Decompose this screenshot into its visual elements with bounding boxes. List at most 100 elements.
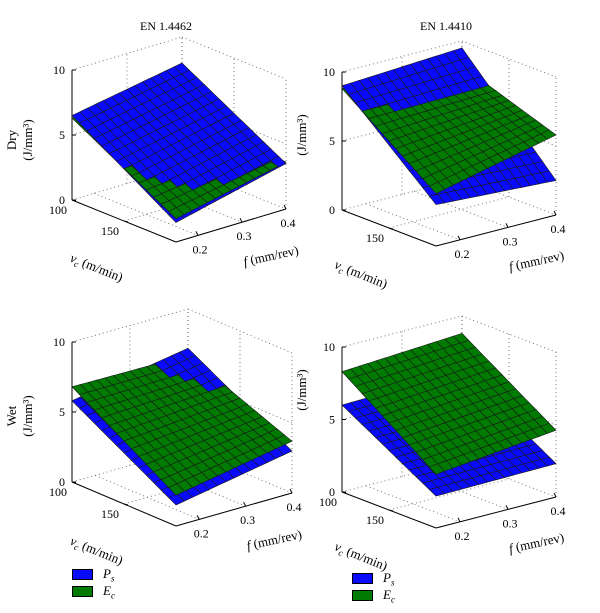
y-tick-label: 0.4 <box>281 216 296 230</box>
legend-label-ec: Ec <box>103 582 115 601</box>
y-axis <box>435 214 557 247</box>
x-tick <box>388 509 394 512</box>
legend-label-ec: Ec <box>383 586 395 605</box>
legend-swatch-ps <box>352 573 373 584</box>
y-tick-label: 0.3 <box>503 234 518 248</box>
y-axis <box>435 496 557 529</box>
surface-patch-ec <box>168 207 185 219</box>
y-tick <box>243 501 247 507</box>
grid-line <box>365 485 461 523</box>
x-tick <box>123 220 129 223</box>
z-tick-label: 5 <box>329 413 335 427</box>
y-axis <box>175 208 287 243</box>
x-tick-label: 150 <box>366 513 384 527</box>
x-tick <box>341 491 347 494</box>
chart-title: EN 1.4410 <box>420 19 472 33</box>
grid-line <box>71 36 183 71</box>
y-tick-label: 0.2 <box>455 529 470 543</box>
panel-3: 0 5 10 100 150 0.2 0.3 0.4 vc (m/min) f (mm/rev) W… <box>4 308 303 570</box>
legend-swatch-ec <box>72 586 93 597</box>
y-tick <box>505 505 509 510</box>
surface-patch-ps <box>428 486 446 497</box>
y-tick <box>457 235 461 241</box>
legend-swatch-ec <box>352 590 373 601</box>
z-axis-label: Dry(J/mm³) <box>4 119 35 160</box>
grid-line <box>341 315 463 348</box>
x-tick-label: 100 <box>49 485 67 499</box>
grid-line <box>388 478 510 511</box>
z-tick-label: 0 <box>329 485 335 499</box>
legend-right: Ps Ec <box>352 570 395 604</box>
x-tick <box>388 227 394 230</box>
legend-item-ec: Ec <box>352 587 395 604</box>
y-axis-label: f (mm/rev) <box>508 248 566 274</box>
grid-line <box>71 308 189 343</box>
x-tick <box>71 199 77 202</box>
z-tick-label: 0 <box>59 475 65 489</box>
y-tick <box>195 231 199 236</box>
z-tick-label: 10 <box>323 340 335 354</box>
x-tick-label: 100 <box>49 203 67 217</box>
grid-line <box>93 193 199 236</box>
y-tick-label: 0.4 <box>551 222 566 236</box>
grid-line <box>461 315 557 353</box>
x-tick-label: 100 <box>319 495 337 509</box>
y-tick <box>457 517 461 523</box>
legend-item-ps: Ps <box>352 570 395 587</box>
surface-patch-ec <box>168 483 185 496</box>
legend-left: Ps Ec <box>72 566 115 600</box>
surface-patch-ps <box>168 493 185 506</box>
y-tick-label: 0.3 <box>240 513 255 527</box>
z-tick-label: 5 <box>59 128 65 142</box>
y-tick-label: 0.2 <box>455 247 470 261</box>
legend-swatch-ps <box>72 569 93 580</box>
y-tick <box>553 210 557 216</box>
grid-line <box>341 178 463 211</box>
grid-line <box>181 36 287 80</box>
surface-patch-ps <box>428 193 446 205</box>
y-tick <box>553 492 557 498</box>
x-axis-label: vc (m/min) <box>67 250 125 287</box>
y-tick <box>196 515 200 520</box>
z-axis-label: (J/mm³) <box>294 369 309 410</box>
grid-line <box>388 196 510 229</box>
x-axis-label: vc (m/min) <box>67 533 125 570</box>
z-tick-label: 0 <box>59 193 65 207</box>
x-tick-label: 150 <box>101 507 119 521</box>
legend-item-ps: Ps <box>72 566 115 583</box>
x-tick-label: 150 <box>366 231 384 245</box>
x-tick <box>71 481 77 484</box>
grid-line <box>413 191 509 228</box>
legend-label-ps: Ps <box>383 569 395 588</box>
z-tick-label: 5 <box>59 405 65 419</box>
x-tick <box>123 503 129 506</box>
z-tick-label: 10 <box>323 65 335 79</box>
y-tick-label: 0.4 <box>551 504 566 518</box>
x-tick-label: 150 <box>101 224 119 238</box>
y-tick-label: 0.4 <box>287 500 302 514</box>
z-tick-label: 0 <box>329 203 335 217</box>
y-tick <box>505 223 509 228</box>
y-axis-label: f (mm/rev) <box>242 242 300 268</box>
x-axis-label: vc (m/min) <box>332 257 390 294</box>
chart-title: EN 1.4462 <box>140 19 192 33</box>
surface-patch-ec <box>428 463 446 475</box>
y-tick <box>239 217 243 223</box>
panel-2: 0 5 10 150 0.2 0.3 0.4 vc (m/min) f (mm/rev) (J/m… <box>294 19 566 294</box>
y-axis-label: f (mm/rev) <box>508 530 566 556</box>
y-axis-label: f (mm/rev) <box>245 526 303 552</box>
y-tick-label: 0.3 <box>503 516 518 530</box>
y-tick-label: 0.2 <box>194 526 209 540</box>
grid-line <box>365 203 461 241</box>
y-axis <box>175 492 293 527</box>
z-axis-label: Wet(J/mm³) <box>4 395 35 436</box>
grid-line <box>461 40 557 78</box>
grid-line <box>187 308 293 354</box>
z-axis-label: (J/mm³) <box>294 114 309 155</box>
z-tick-label: 10 <box>53 335 65 349</box>
surface-patch-ec <box>428 181 446 194</box>
y-tick-label: 0.2 <box>193 242 208 256</box>
grid-line <box>341 109 463 142</box>
